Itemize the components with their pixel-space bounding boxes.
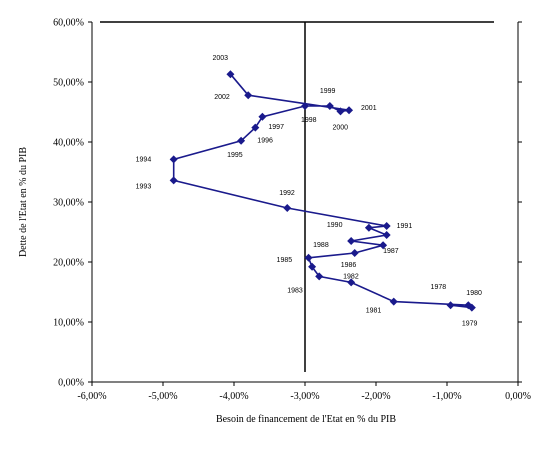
series-line bbox=[172, 73, 473, 309]
y-tick-label: 50,00% bbox=[53, 78, 84, 89]
data-label-2001: 2001 bbox=[361, 105, 377, 112]
data-point-1994 bbox=[169, 155, 178, 164]
data-label-1990: 1990 bbox=[327, 222, 343, 229]
data-point-1989 bbox=[382, 231, 391, 239]
data-label-1983: 1983 bbox=[287, 287, 303, 294]
data-point-1998 bbox=[301, 102, 309, 110]
data-point-2002 bbox=[244, 91, 253, 100]
data-point-1984 bbox=[308, 262, 317, 271]
data-label-1999: 1999 bbox=[320, 88, 336, 95]
x-axis-label: Besoin de financement de l'Etat en % du … bbox=[216, 414, 396, 425]
data-label-1986: 1986 bbox=[341, 262, 357, 269]
x-tick-label: -5,00% bbox=[148, 391, 177, 402]
y-tick-label: 10,00% bbox=[53, 318, 84, 329]
y-tick-label: 60,00% bbox=[53, 18, 84, 29]
data-point-1995 bbox=[237, 136, 246, 145]
data-label-1988: 1988 bbox=[313, 242, 329, 249]
data-point-1999 bbox=[325, 102, 334, 110]
x-tick-label: -6,00% bbox=[77, 391, 106, 402]
data-label-1998: 1998 bbox=[301, 117, 317, 124]
data-point-1986 bbox=[350, 249, 359, 257]
data-label-1996: 1996 bbox=[257, 138, 273, 145]
data-point-1982 bbox=[347, 278, 356, 287]
x-tick-label: -2,00% bbox=[361, 391, 390, 402]
data-point-2001 bbox=[345, 106, 354, 115]
data-label-1980: 1980 bbox=[466, 290, 482, 297]
data-label-1979: 1979 bbox=[462, 321, 478, 328]
data-point-1985 bbox=[304, 253, 313, 262]
data-label-1978: 1978 bbox=[431, 284, 447, 291]
data-label-1982: 1982 bbox=[343, 273, 359, 280]
data-point-1993 bbox=[169, 176, 178, 185]
data-label-2002: 2002 bbox=[214, 94, 230, 101]
y-tick-label: 40,00% bbox=[53, 138, 84, 149]
data-label-1987: 1987 bbox=[383, 248, 399, 255]
data-point-2003 bbox=[226, 70, 235, 79]
y-tick-label: 0,00% bbox=[58, 378, 84, 389]
data-label-1995: 1995 bbox=[227, 152, 243, 159]
data-point-1997 bbox=[258, 112, 267, 121]
data-point-1980 bbox=[464, 301, 473, 310]
data-label-1997: 1997 bbox=[268, 124, 284, 131]
data-point-1987 bbox=[379, 241, 388, 250]
data-point-1990 bbox=[364, 223, 373, 232]
data-label-1994: 1994 bbox=[136, 156, 152, 163]
data-label-1981: 1981 bbox=[366, 308, 382, 315]
data-point-1983 bbox=[315, 272, 324, 281]
data-point-1981 bbox=[389, 297, 398, 306]
y-axis-label: Dette de l'Etat en % du PIB bbox=[18, 147, 29, 257]
x-tick-label: -1,00% bbox=[432, 391, 461, 402]
data-point-2000 bbox=[336, 107, 345, 116]
data-point-1978 bbox=[446, 301, 455, 310]
data-label-2003: 2003 bbox=[212, 55, 228, 62]
y-tick-label: 30,00% bbox=[53, 198, 84, 209]
data-point-1988 bbox=[347, 237, 356, 245]
y-tick-label: 20,00% bbox=[53, 258, 84, 269]
data-point-1991 bbox=[382, 222, 391, 230]
x-tick-label: -4,00% bbox=[219, 391, 248, 402]
x-tick-label: -3,00% bbox=[290, 391, 319, 402]
x-tick-label: 0,00% bbox=[505, 391, 531, 402]
data-label-1985: 1985 bbox=[277, 257, 293, 264]
data-point-1996 bbox=[251, 123, 260, 132]
data-label-1993: 1993 bbox=[136, 183, 152, 190]
data-label-1991: 1991 bbox=[397, 223, 413, 230]
data-label-2000: 2000 bbox=[333, 124, 349, 131]
data-point-1992 bbox=[283, 204, 292, 212]
data-label-1992: 1992 bbox=[279, 190, 295, 197]
